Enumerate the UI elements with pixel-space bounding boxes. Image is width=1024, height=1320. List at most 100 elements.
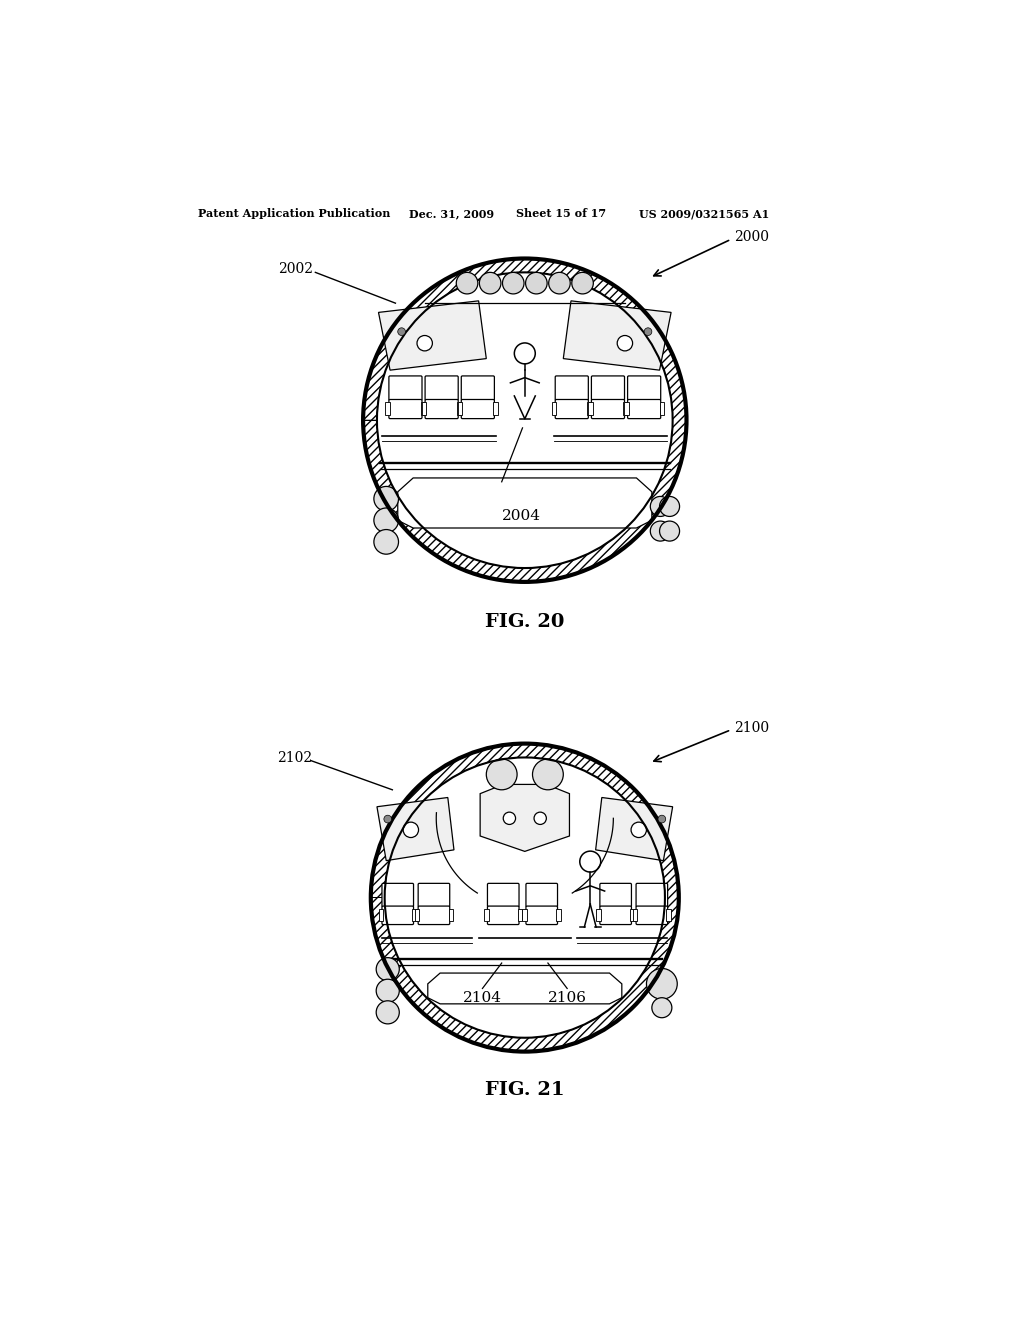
Circle shape	[646, 969, 677, 999]
Bar	[624, 403, 628, 414]
Bar	[659, 403, 665, 414]
FancyBboxPatch shape	[425, 376, 458, 400]
Circle shape	[650, 521, 671, 541]
Bar	[484, 908, 488, 921]
Circle shape	[652, 998, 672, 1018]
Circle shape	[571, 272, 593, 294]
Polygon shape	[596, 797, 673, 861]
FancyBboxPatch shape	[487, 906, 519, 924]
Bar	[518, 908, 522, 921]
Text: 2102: 2102	[276, 751, 312, 766]
Bar	[385, 403, 390, 414]
Circle shape	[376, 1001, 399, 1024]
Bar	[552, 403, 556, 414]
Bar	[522, 908, 527, 921]
Polygon shape	[428, 973, 622, 1003]
FancyBboxPatch shape	[389, 400, 422, 418]
FancyBboxPatch shape	[389, 376, 422, 400]
Text: 2104: 2104	[463, 991, 502, 1005]
Text: FIG. 20: FIG. 20	[485, 612, 564, 631]
Text: 2100: 2100	[734, 721, 769, 735]
Circle shape	[549, 272, 570, 294]
Circle shape	[503, 272, 524, 294]
Bar	[587, 403, 592, 414]
FancyBboxPatch shape	[636, 906, 668, 924]
Bar	[413, 908, 417, 921]
Bar	[631, 908, 635, 921]
FancyBboxPatch shape	[592, 376, 625, 400]
Bar	[556, 908, 561, 921]
Circle shape	[457, 272, 478, 294]
Polygon shape	[371, 743, 679, 1052]
Text: 2000: 2000	[734, 230, 769, 244]
Circle shape	[650, 496, 671, 516]
FancyBboxPatch shape	[382, 906, 414, 924]
FancyBboxPatch shape	[461, 400, 495, 418]
Circle shape	[503, 812, 515, 825]
Text: Patent Application Publication: Patent Application Publication	[199, 209, 391, 219]
Bar	[588, 403, 593, 414]
Circle shape	[525, 272, 547, 294]
Circle shape	[364, 259, 686, 582]
Polygon shape	[379, 301, 486, 370]
FancyBboxPatch shape	[555, 400, 589, 418]
FancyBboxPatch shape	[592, 400, 625, 418]
Circle shape	[377, 272, 673, 568]
FancyBboxPatch shape	[526, 883, 557, 907]
Circle shape	[376, 958, 399, 981]
FancyBboxPatch shape	[425, 400, 458, 418]
FancyBboxPatch shape	[382, 883, 414, 907]
Bar	[449, 908, 454, 921]
Circle shape	[371, 743, 679, 1052]
Circle shape	[374, 508, 398, 533]
FancyBboxPatch shape	[628, 376, 660, 400]
Circle shape	[658, 816, 666, 822]
Polygon shape	[397, 478, 652, 528]
Bar	[421, 403, 425, 414]
Bar	[422, 403, 426, 414]
Circle shape	[376, 979, 399, 1002]
Bar	[415, 908, 419, 921]
Text: Sheet 15 of 17: Sheet 15 of 17	[515, 209, 605, 219]
Circle shape	[617, 335, 633, 351]
Circle shape	[535, 812, 547, 825]
Bar	[625, 403, 629, 414]
Circle shape	[385, 758, 665, 1038]
Bar	[379, 908, 383, 921]
Circle shape	[644, 327, 652, 335]
Circle shape	[486, 759, 517, 789]
Text: 2002: 2002	[279, 263, 313, 276]
FancyBboxPatch shape	[600, 906, 632, 924]
FancyBboxPatch shape	[418, 906, 450, 924]
Circle shape	[417, 335, 432, 351]
Text: US 2009/0321565 A1: US 2009/0321565 A1	[639, 209, 769, 219]
FancyBboxPatch shape	[600, 883, 632, 907]
Circle shape	[532, 759, 563, 789]
Bar	[633, 908, 637, 921]
Circle shape	[659, 496, 680, 516]
Circle shape	[631, 822, 646, 838]
Bar	[494, 403, 498, 414]
Circle shape	[479, 272, 501, 294]
Bar	[458, 403, 463, 414]
Polygon shape	[364, 259, 686, 582]
FancyBboxPatch shape	[461, 376, 495, 400]
Text: Dec. 31, 2009: Dec. 31, 2009	[410, 209, 495, 219]
Polygon shape	[377, 797, 454, 861]
Text: FIG. 21: FIG. 21	[485, 1081, 564, 1100]
Circle shape	[397, 327, 406, 335]
Bar	[457, 403, 462, 414]
FancyBboxPatch shape	[526, 906, 557, 924]
Bar	[596, 908, 601, 921]
Circle shape	[374, 486, 398, 511]
Polygon shape	[563, 301, 671, 370]
Polygon shape	[480, 784, 569, 851]
Circle shape	[384, 816, 391, 822]
Circle shape	[403, 822, 419, 838]
FancyBboxPatch shape	[628, 400, 660, 418]
FancyBboxPatch shape	[636, 883, 668, 907]
Circle shape	[659, 521, 680, 541]
Bar	[667, 908, 671, 921]
Text: 2004: 2004	[502, 510, 541, 524]
FancyBboxPatch shape	[555, 376, 589, 400]
